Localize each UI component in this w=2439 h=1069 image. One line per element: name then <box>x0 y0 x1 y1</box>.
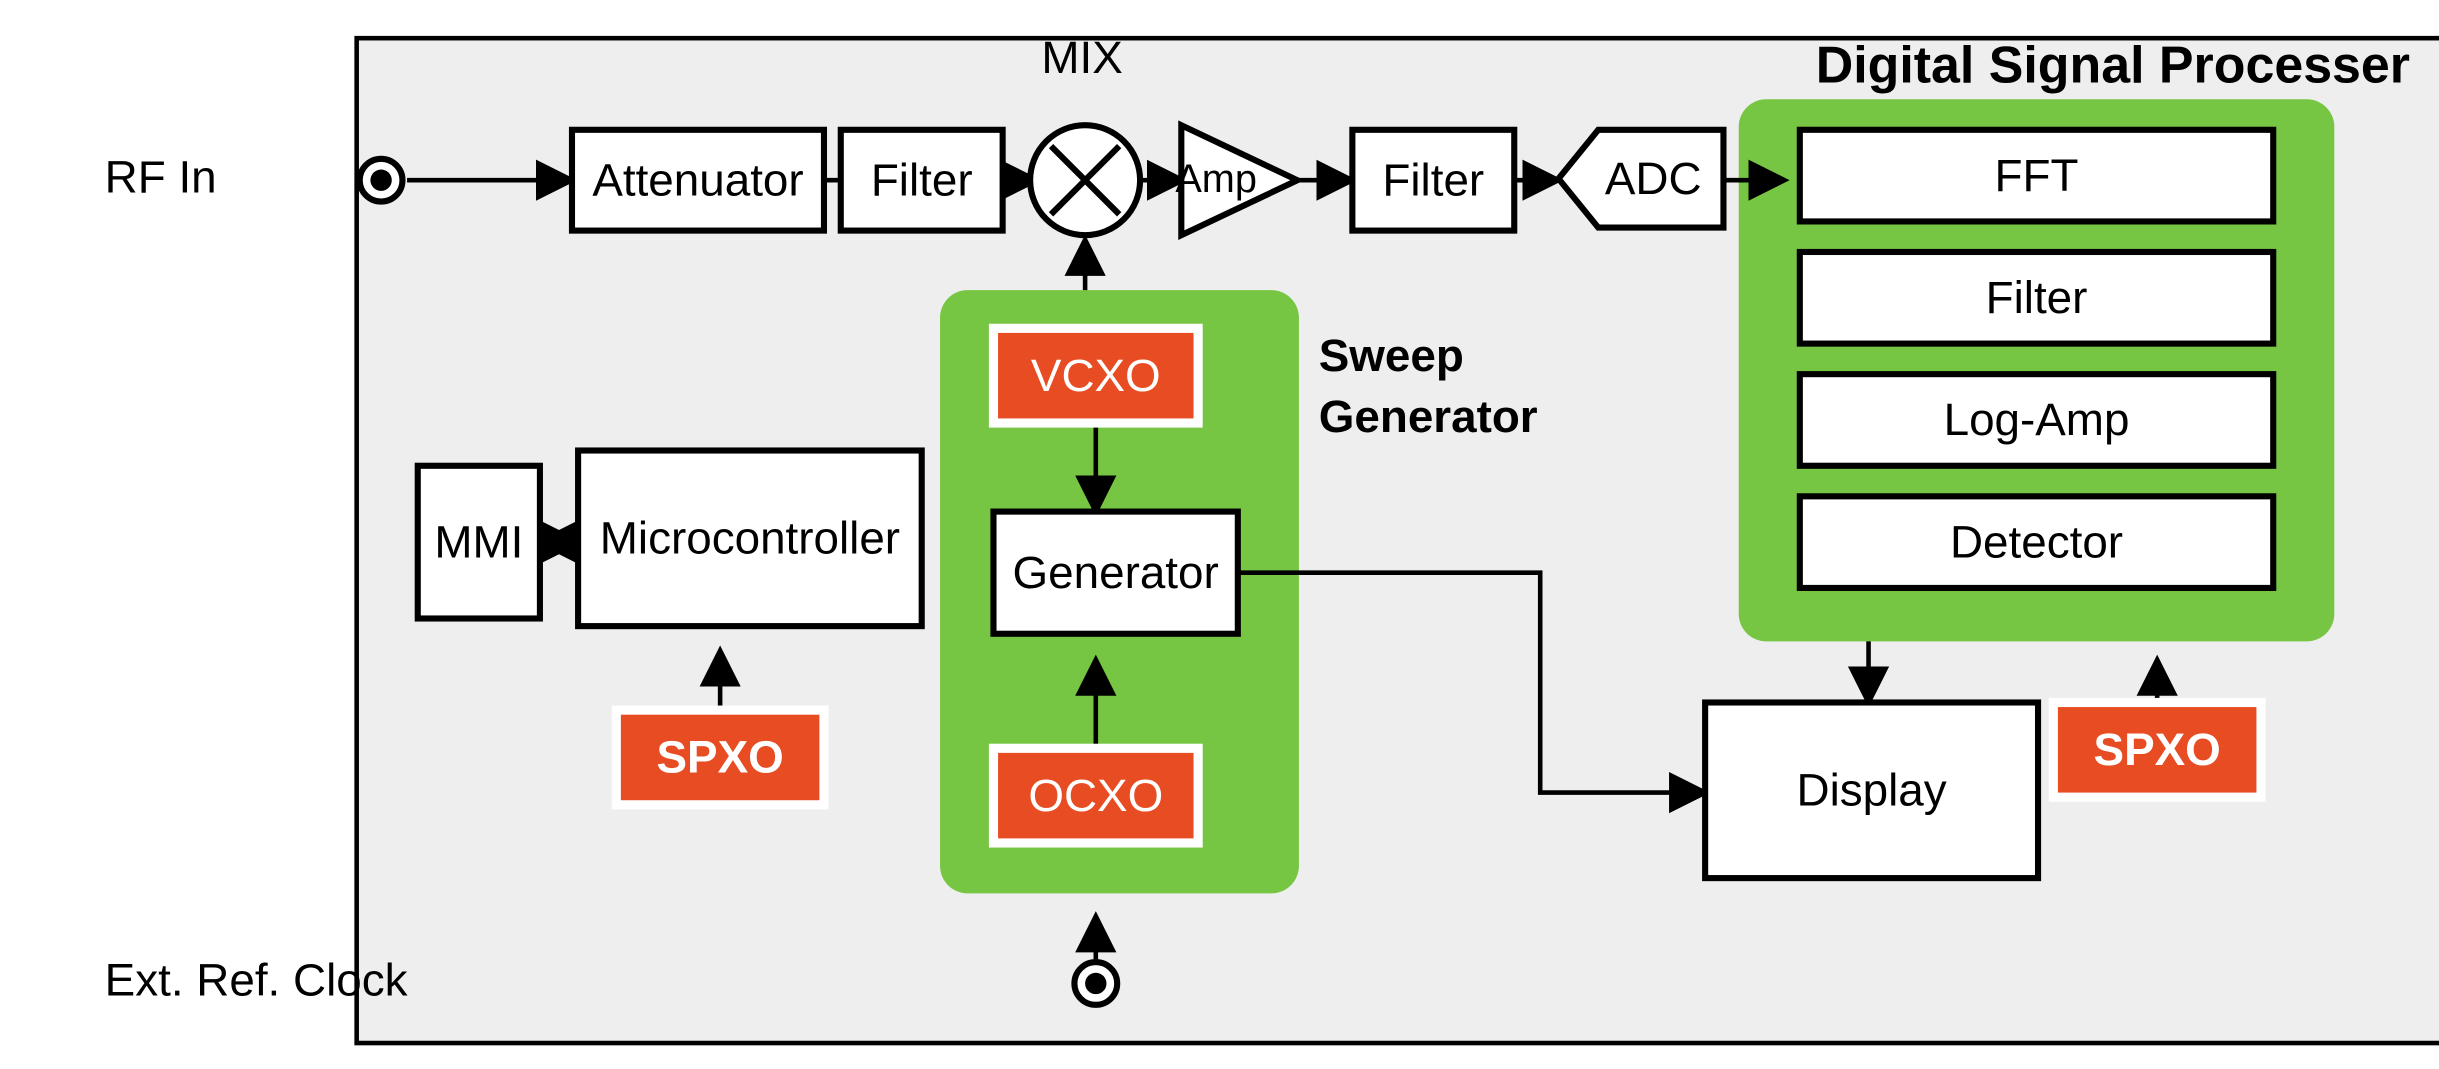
label: Detector <box>1950 516 2123 567</box>
node-generator: Generator <box>993 512 1237 634</box>
label: Filter <box>871 154 973 205</box>
node-adc: ADC <box>1559 130 1724 228</box>
node-fft: FFT <box>1800 130 2273 222</box>
node-vcxo: VCXO <box>993 328 1198 423</box>
label: Amp <box>1175 157 1257 201</box>
node-logamp: Log-Amp <box>1800 374 2273 466</box>
heading-sweep2: Generator <box>1319 391 1538 442</box>
port-rf <box>360 159 403 202</box>
heading-sweep1: Sweep <box>1319 330 1464 381</box>
label: SPXO <box>2094 724 2221 775</box>
label: Attenuator <box>592 154 803 205</box>
node-mcu: Microcontroller <box>578 451 922 627</box>
label: Filter <box>1382 154 1484 205</box>
label: Microcontroller <box>600 512 900 563</box>
node-mmi: MMI <box>418 466 540 619</box>
label: Generator <box>1013 547 1219 598</box>
label: OCXO <box>1028 770 1163 821</box>
node-filter3: Filter <box>1800 252 2273 344</box>
label: SPXO <box>656 732 783 783</box>
heading-dsp: Digital Signal Processer <box>1816 36 2410 94</box>
ext-rf: RF In <box>105 151 217 202</box>
label: VCXO <box>1031 350 1161 401</box>
label: ADC <box>1605 153 1702 204</box>
label: Filter <box>1986 272 2088 323</box>
label: FFT <box>1995 150 2079 201</box>
node-mix <box>1030 125 1140 235</box>
node-detector: Detector <box>1800 496 2273 588</box>
ext-ref: Ext. Ref. Clock <box>105 955 408 1006</box>
node-filter2: Filter <box>1352 130 1514 231</box>
label: MMI <box>434 516 523 567</box>
node-spxo1: SPXO <box>616 710 824 805</box>
node-filter1: Filter <box>841 130 1003 231</box>
node-display: Display <box>1705 702 2038 878</box>
label: Log-Amp <box>1944 394 2130 445</box>
port-ext <box>1074 962 1117 1005</box>
label-mix: MIX <box>1041 32 1122 83</box>
label: Display <box>1797 764 1947 815</box>
node-spxo2: SPXO <box>2053 702 2261 797</box>
node-ocxo: OCXO <box>993 748 1198 843</box>
node-attenuator: Attenuator <box>572 130 824 231</box>
diagram-root: Attenuator Filter Amp Filter ADC MMI Microcont… <box>0 0 2439 1069</box>
